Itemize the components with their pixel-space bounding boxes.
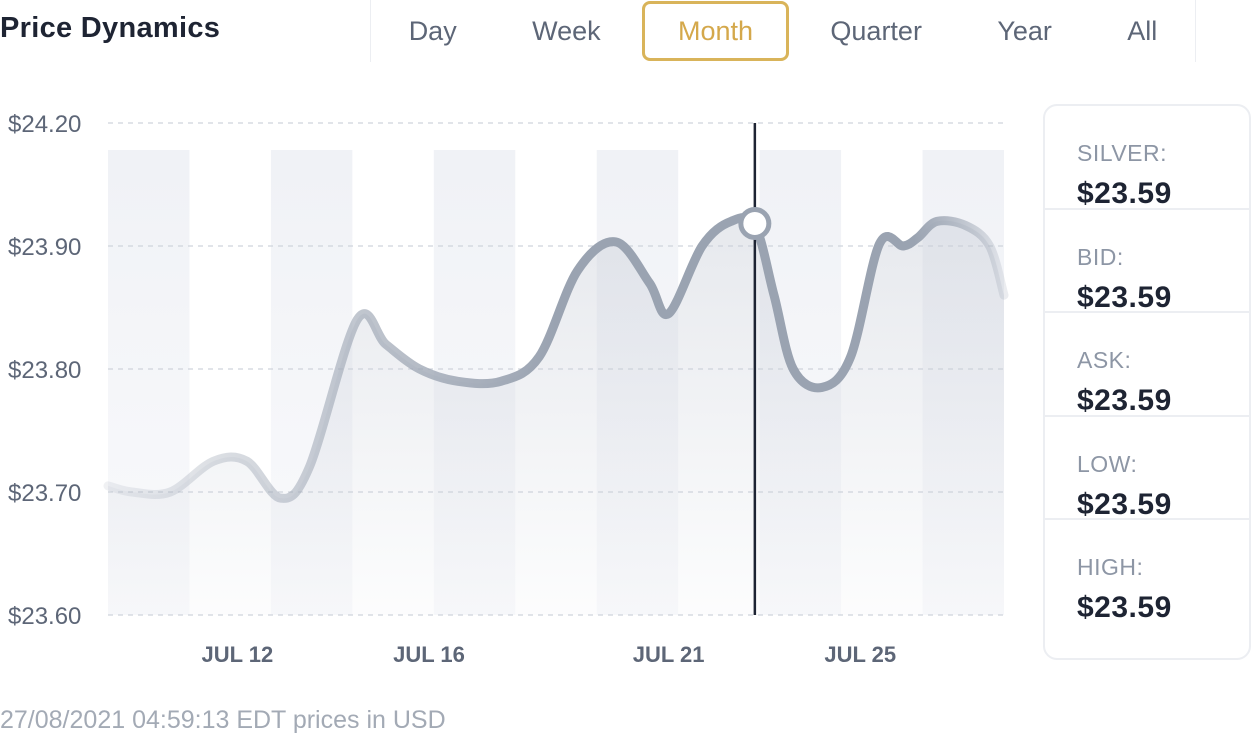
stat-label: LOW: — [1077, 450, 1138, 477]
stat-value: $23.59 — [1077, 591, 1172, 624]
stat-label: SILVER: — [1077, 140, 1167, 166]
stat-silver: SILVER: $23.59 — [1045, 106, 1249, 210]
period-tabs: Day Week Month Quarter Year All — [370, 0, 1196, 62]
stat-value: $23.59 — [1077, 177, 1172, 210]
tab-week[interactable]: Week — [532, 16, 601, 46]
stat-high: HIGH: $23.59 — [1045, 520, 1249, 624]
highlight-point — [738, 207, 772, 240]
y-tick-label: $24.20 — [8, 111, 81, 138]
price-line — [103, 213, 1009, 503]
x-tick-label: JUL 25 — [824, 642, 896, 667]
price-chart[interactable]: $23.60 $23.70 $23.80 $23.90 $24.20 JUL 12 JUL … — [0, 95, 1020, 685]
y-tick-label: $23.90 — [8, 234, 81, 261]
page-title: Price Dynamics — [0, 12, 221, 44]
tab-quarter[interactable]: Quarter — [830, 16, 922, 46]
stat-low: LOW: $23.59 — [1045, 417, 1249, 521]
x-tick-label: JUL 21 — [633, 642, 705, 667]
stat-ask: ASK: $23.59 — [1045, 313, 1249, 417]
x-tick-label: JUL 12 — [201, 642, 273, 667]
stat-label: ASK: — [1077, 347, 1132, 373]
stat-label: HIGH: — [1077, 554, 1144, 580]
tab-year[interactable]: Year — [997, 16, 1052, 46]
y-tick-label: $23.60 — [8, 603, 81, 630]
x-tick-label: JUL 16 — [393, 642, 465, 667]
price-timestamp: 27/08/2021 04:59:13 EDT prices in USD — [0, 706, 446, 734]
stat-bid: BID: $23.59 — [1045, 210, 1249, 314]
stat-label: BID: — [1077, 243, 1124, 270]
stat-value: $23.59 — [1077, 487, 1172, 521]
tab-all[interactable]: All — [1127, 16, 1158, 46]
tab-day[interactable]: Day — [408, 16, 457, 46]
stat-value: $23.59 — [1077, 280, 1172, 314]
stat-value: $23.59 — [1077, 384, 1172, 417]
price-area — [108, 217, 1004, 615]
price-stats-panel: SILVER: $23.59 BID: $23.59 ASK: $23.59 L… — [1043, 104, 1251, 660]
tab-month[interactable]: Month — [641, 1, 790, 61]
y-tick-label: $23.80 — [8, 357, 81, 384]
y-tick-label: $23.70 — [8, 480, 81, 507]
